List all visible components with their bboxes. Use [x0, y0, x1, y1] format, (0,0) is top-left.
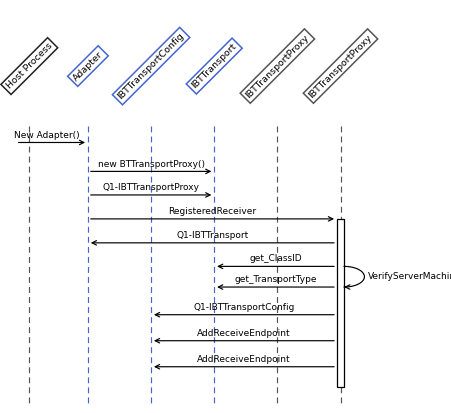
Text: new BTTransportProxy(): new BTTransportProxy()	[97, 159, 205, 169]
Text: Q1-IBTTransportProxy: Q1-IBTTransportProxy	[102, 183, 200, 192]
Text: Q1-IBTTransportConfig: Q1-IBTTransportConfig	[193, 303, 295, 312]
Text: IBTTransportConfig: IBTTransportConfig	[116, 31, 186, 101]
Text: VerifyServerMachine: VerifyServerMachine	[368, 272, 451, 281]
Text: Host Process: Host Process	[5, 41, 54, 91]
Text: Adapter: Adapter	[71, 50, 105, 83]
Text: IBTTransport: IBTTransport	[190, 42, 239, 90]
Bar	[337, 219, 344, 387]
Text: New Adapter(): New Adapter()	[14, 131, 79, 140]
Text: AddReceiveEndpoint: AddReceiveEndpoint	[197, 329, 291, 338]
Text: AddReceiveEndpoint: AddReceiveEndpoint	[197, 355, 291, 364]
Text: get_ClassID: get_ClassID	[249, 254, 302, 263]
Text: Q1-IBTTransport: Q1-IBTTransport	[176, 231, 249, 240]
Text: IBTTransportProxy: IBTTransportProxy	[244, 33, 311, 100]
Text: IBTTransportProxy: IBTTransportProxy	[307, 33, 374, 100]
Text: get_TransportType: get_TransportType	[235, 275, 317, 284]
Text: RegisteredReceiver: RegisteredReceiver	[168, 207, 257, 216]
